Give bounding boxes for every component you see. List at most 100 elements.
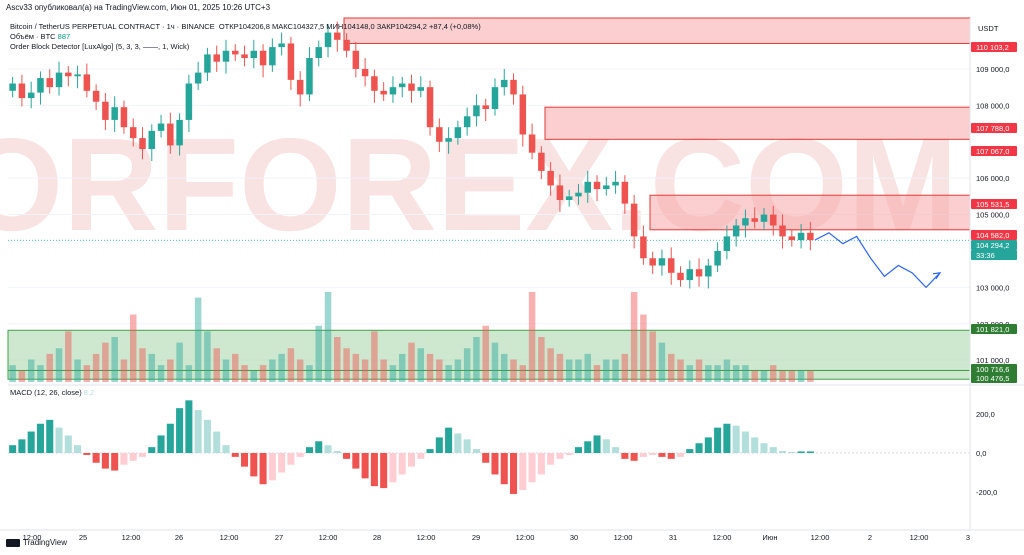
macd-bar — [639, 453, 647, 457]
macd-bar — [305, 447, 313, 453]
currency-label: USDT — [978, 24, 999, 33]
volume-row[interactable]: Объём · BTC 887 — [10, 32, 481, 42]
volume-bar — [510, 359, 517, 382]
volume-bar — [139, 348, 146, 382]
price-label: 101 821,0 — [976, 325, 1009, 334]
tradingview-footer[interactable]: TradingView — [6, 538, 67, 547]
volume-bar — [658, 342, 666, 382]
volume-bar — [120, 359, 128, 382]
volume-bar — [649, 331, 656, 382]
volume-bar — [194, 297, 202, 382]
price-axis[interactable]: USDT 109 000,0 108 000,0 106 000,0 105 000,0… — [8, 18, 1024, 530]
macd-bar — [398, 453, 406, 475]
price-label-bg — [971, 364, 1017, 374]
candle-body — [621, 181, 629, 204]
macd-label: MACD (12, 26, close) — [10, 388, 82, 397]
volume-bar — [148, 353, 156, 382]
time-tick-label: 28 — [373, 533, 381, 542]
candle-body — [334, 32, 341, 40]
macd-bar — [287, 453, 295, 465]
time-tick-label: 2 — [868, 533, 872, 542]
volume-bar — [695, 359, 703, 382]
candle-body — [482, 105, 489, 109]
volume-bar — [9, 365, 16, 382]
macd-bar — [92, 453, 100, 463]
macd-bar — [166, 423, 174, 453]
candle-body — [528, 134, 536, 153]
macd-bar — [435, 437, 443, 453]
time-tick-label: 3 — [966, 533, 970, 542]
price-label: 100 716,6 — [976, 365, 1009, 374]
macd-bar — [389, 453, 397, 483]
macd-bar — [630, 453, 638, 461]
time-tick-label: 12:00 — [910, 533, 929, 542]
candle-body — [760, 214, 768, 222]
candle-body — [454, 127, 462, 139]
time-axis[interactable]: 12:00 25 12:00 26 12:00 27 12:00 28 12:00 29 12:00… — [0, 529, 1024, 542]
volume-bar — [742, 365, 749, 382]
indicator-row[interactable]: Order Block Detector [LuxAlgo] (5, 3, 3,… — [10, 42, 481, 52]
price-label-bg — [971, 199, 1017, 209]
macd-bar — [101, 453, 109, 469]
candle-body — [232, 50, 239, 55]
volume-bar — [732, 365, 740, 382]
time-tick-label: 30 — [570, 533, 578, 542]
volume-bar — [807, 370, 814, 382]
price-tick-label: 103 000,0 — [976, 283, 1009, 292]
bearish-order-block — [544, 106, 971, 140]
candle-body — [417, 87, 425, 91]
macd-legend[interactable]: MACD (12, 26, close) 8,2 — [10, 388, 94, 397]
price-tick-label: 105 000,0 — [976, 211, 1009, 220]
time-tick-label: 12:00 — [23, 533, 42, 542]
volume-bar — [575, 359, 582, 382]
volume-bar — [640, 314, 647, 382]
candle-body — [538, 152, 545, 171]
candle-body — [398, 83, 406, 88]
macd-bar — [472, 449, 480, 453]
candle-body — [677, 272, 684, 281]
candles — [9, 21, 814, 289]
forecast-path — [814, 232, 942, 289]
candle-body — [269, 47, 276, 66]
candle-body — [751, 218, 758, 222]
candle-body — [788, 236, 796, 241]
price-label: 100 476,5 — [976, 374, 1009, 383]
macd-bar — [528, 453, 536, 483]
volume-bar — [677, 359, 684, 382]
volume-bar — [55, 348, 63, 382]
volume-bar — [389, 365, 397, 382]
candle-body — [436, 127, 443, 142]
macd-bar — [129, 453, 137, 461]
volume-bar — [686, 365, 694, 382]
candle-body — [18, 83, 26, 99]
volume-bar — [37, 365, 44, 382]
macd-bar — [278, 453, 286, 473]
volume-bar — [27, 359, 35, 382]
macd-tick-label: 200,0 — [976, 410, 995, 419]
volume-bar — [556, 353, 564, 382]
macd-bar — [602, 439, 610, 453]
macd-bar — [612, 447, 620, 453]
macd-bar — [231, 453, 239, 457]
tradingview-logo-icon — [6, 538, 20, 547]
symbol-row[interactable]: Bitcoin / TetherUS PERPETUAL CONTRACT · … — [10, 22, 481, 32]
macd-bar — [741, 431, 749, 453]
macd-bar — [732, 425, 740, 453]
price-label: 105 531,5 — [976, 200, 1009, 209]
macd-bar — [445, 427, 453, 453]
macd-bar — [176, 408, 184, 453]
candle-body — [371, 76, 378, 91]
volume-bar — [603, 359, 610, 382]
macd-bar — [547, 453, 555, 465]
volume-bar — [371, 331, 378, 382]
time-tick-label: 12:00 — [319, 533, 338, 542]
macd-bar — [157, 435, 165, 453]
volume-bar — [241, 365, 248, 382]
time-tick-label: 26 — [175, 533, 183, 542]
macd-bar — [426, 449, 434, 453]
volume-bar — [361, 359, 369, 382]
candle-body — [380, 90, 387, 95]
price-tick-label: 101 000,0 — [976, 356, 1009, 365]
volume-bar — [705, 365, 712, 382]
